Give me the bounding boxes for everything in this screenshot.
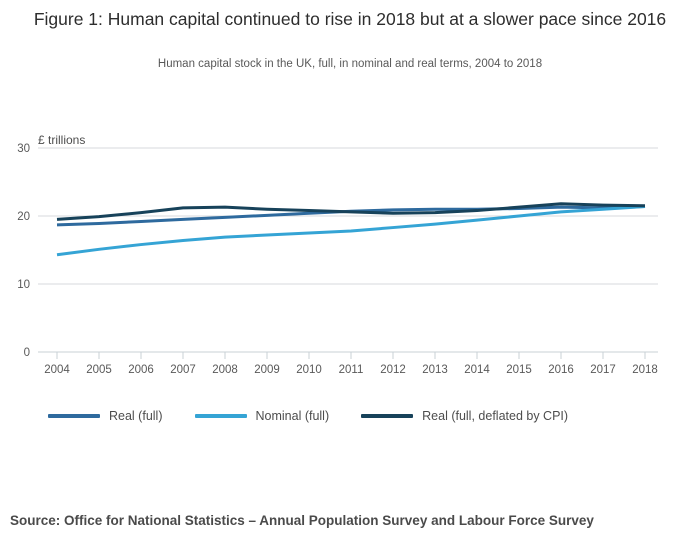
source-note: Source: Office for National Statistics –… — [10, 513, 594, 528]
y-axis-label-10: 10 — [17, 279, 30, 291]
chart-area: 0 10 20 30 £ trillions 2004 2005 2006 2007 2008 20… — [0, 130, 700, 390]
line-chart-svg: 0 10 20 30 £ trillions 2004 2005 2006 2007 2008 20… — [17, 133, 658, 376]
legend-line-swatch — [194, 414, 247, 418]
legend-label: Nominal (full) — [255, 409, 330, 423]
x-axis-label-2006: 2006 — [128, 364, 154, 376]
x-axis-label-2009: 2009 — [254, 364, 280, 376]
x-axis-label-2011: 2011 — [339, 364, 364, 376]
x-axis-label-2007: 2007 — [170, 364, 196, 376]
legend-item: Real (full) — [48, 409, 163, 423]
legend-item: Real (full, deflated by CPI) — [361, 409, 568, 423]
x-axis-label-2015: 2015 — [506, 364, 532, 376]
x-axis-label-2013: 2013 — [422, 364, 448, 376]
x-axis-label-2010: 2010 — [296, 364, 322, 376]
x-axis-label-2016: 2016 — [548, 364, 574, 376]
series-line-nominal-full — [56, 204, 646, 257]
x-axis-label-2008: 2008 — [212, 364, 238, 376]
y-axis-label-20: 20 — [17, 211, 30, 223]
x-axis-label-2012: 2012 — [380, 364, 406, 376]
legend-line-swatch — [48, 414, 100, 418]
x-axis-label-2017: 2017 — [590, 364, 616, 376]
x-axis-label-2005: 2005 — [86, 364, 112, 376]
x-axis-label-2014: 2014 — [464, 364, 490, 376]
series-line-real-full-deflated-by-cpi — [56, 202, 646, 221]
legend-label: Real (full) — [109, 409, 163, 423]
legend-line-swatch — [361, 414, 414, 418]
legend-label: Real (full, deflated by CPI) — [422, 409, 569, 423]
chart-legend: Real (full) Nominal (full) Real (full, def… — [48, 409, 680, 423]
x-axis-label-2018: 2018 — [632, 364, 658, 376]
legend-item: Nominal (full) — [194, 409, 330, 423]
chart-subtitle: Human capital stock in the UK, full, in … — [157, 58, 543, 70]
x-axis-label-2004: 2004 — [44, 364, 70, 376]
y-axis-label-0: 0 — [24, 347, 30, 359]
y-axis-unit-label: £ trillions — [38, 133, 85, 147]
chart-title: Figure 1: Human capital continued to ris… — [33, 9, 667, 29]
y-axis-label-30: 30 — [17, 143, 30, 155]
